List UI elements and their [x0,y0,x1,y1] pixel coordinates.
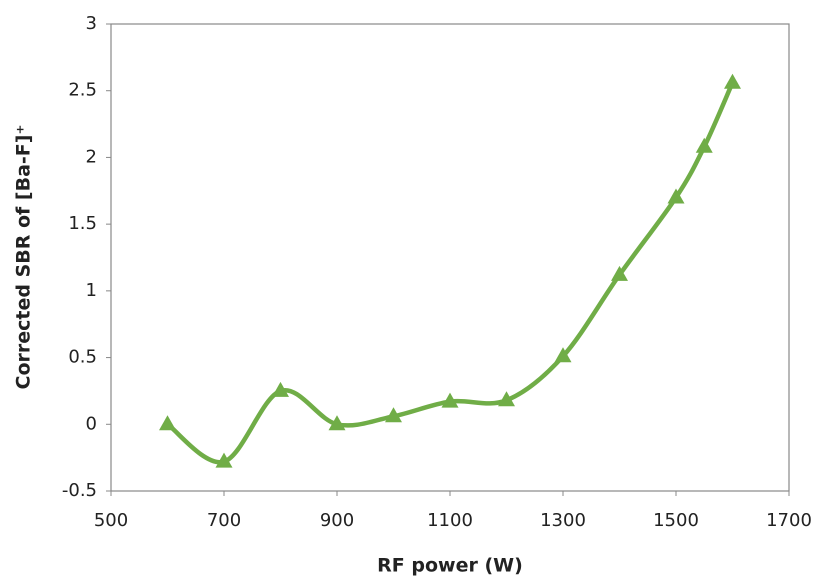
y-tick-label: 1.5 [68,213,97,234]
plot-frame [110,23,790,492]
x-tick-label: 700 [207,510,241,531]
x-tick-label: 900 [320,510,354,531]
y-tick-label: 3 [86,13,97,34]
x-tick-label: 1500 [653,510,699,531]
marker [667,188,685,204]
x-tick-label: 1300 [540,510,586,531]
marker [215,452,233,468]
marker [554,347,572,363]
x-tick-label: 500 [94,510,128,531]
y-tick-label: -0.5 [62,480,97,501]
marker [272,381,289,397]
marker [159,415,176,431]
marker [328,415,346,431]
marker [385,407,402,423]
x-axis-title: RF power (W) [377,555,523,577]
y-tick-label: 0 [86,413,97,434]
y-tick-label: 2 [86,146,97,167]
marker [724,73,741,89]
marker [611,265,628,281]
y-tick-label: 1 [86,280,97,301]
x-tick-label: 1700 [766,510,812,531]
y-tick-label: 2.5 [68,80,97,101]
marker [441,392,459,408]
y-tick-label: 0.5 [68,347,97,368]
marker [695,137,713,153]
x-tick-label: 1100 [427,510,473,531]
marker [498,391,515,407]
y-axis-title: Corrected SBR of [Ba-F]⁺ [13,125,35,390]
